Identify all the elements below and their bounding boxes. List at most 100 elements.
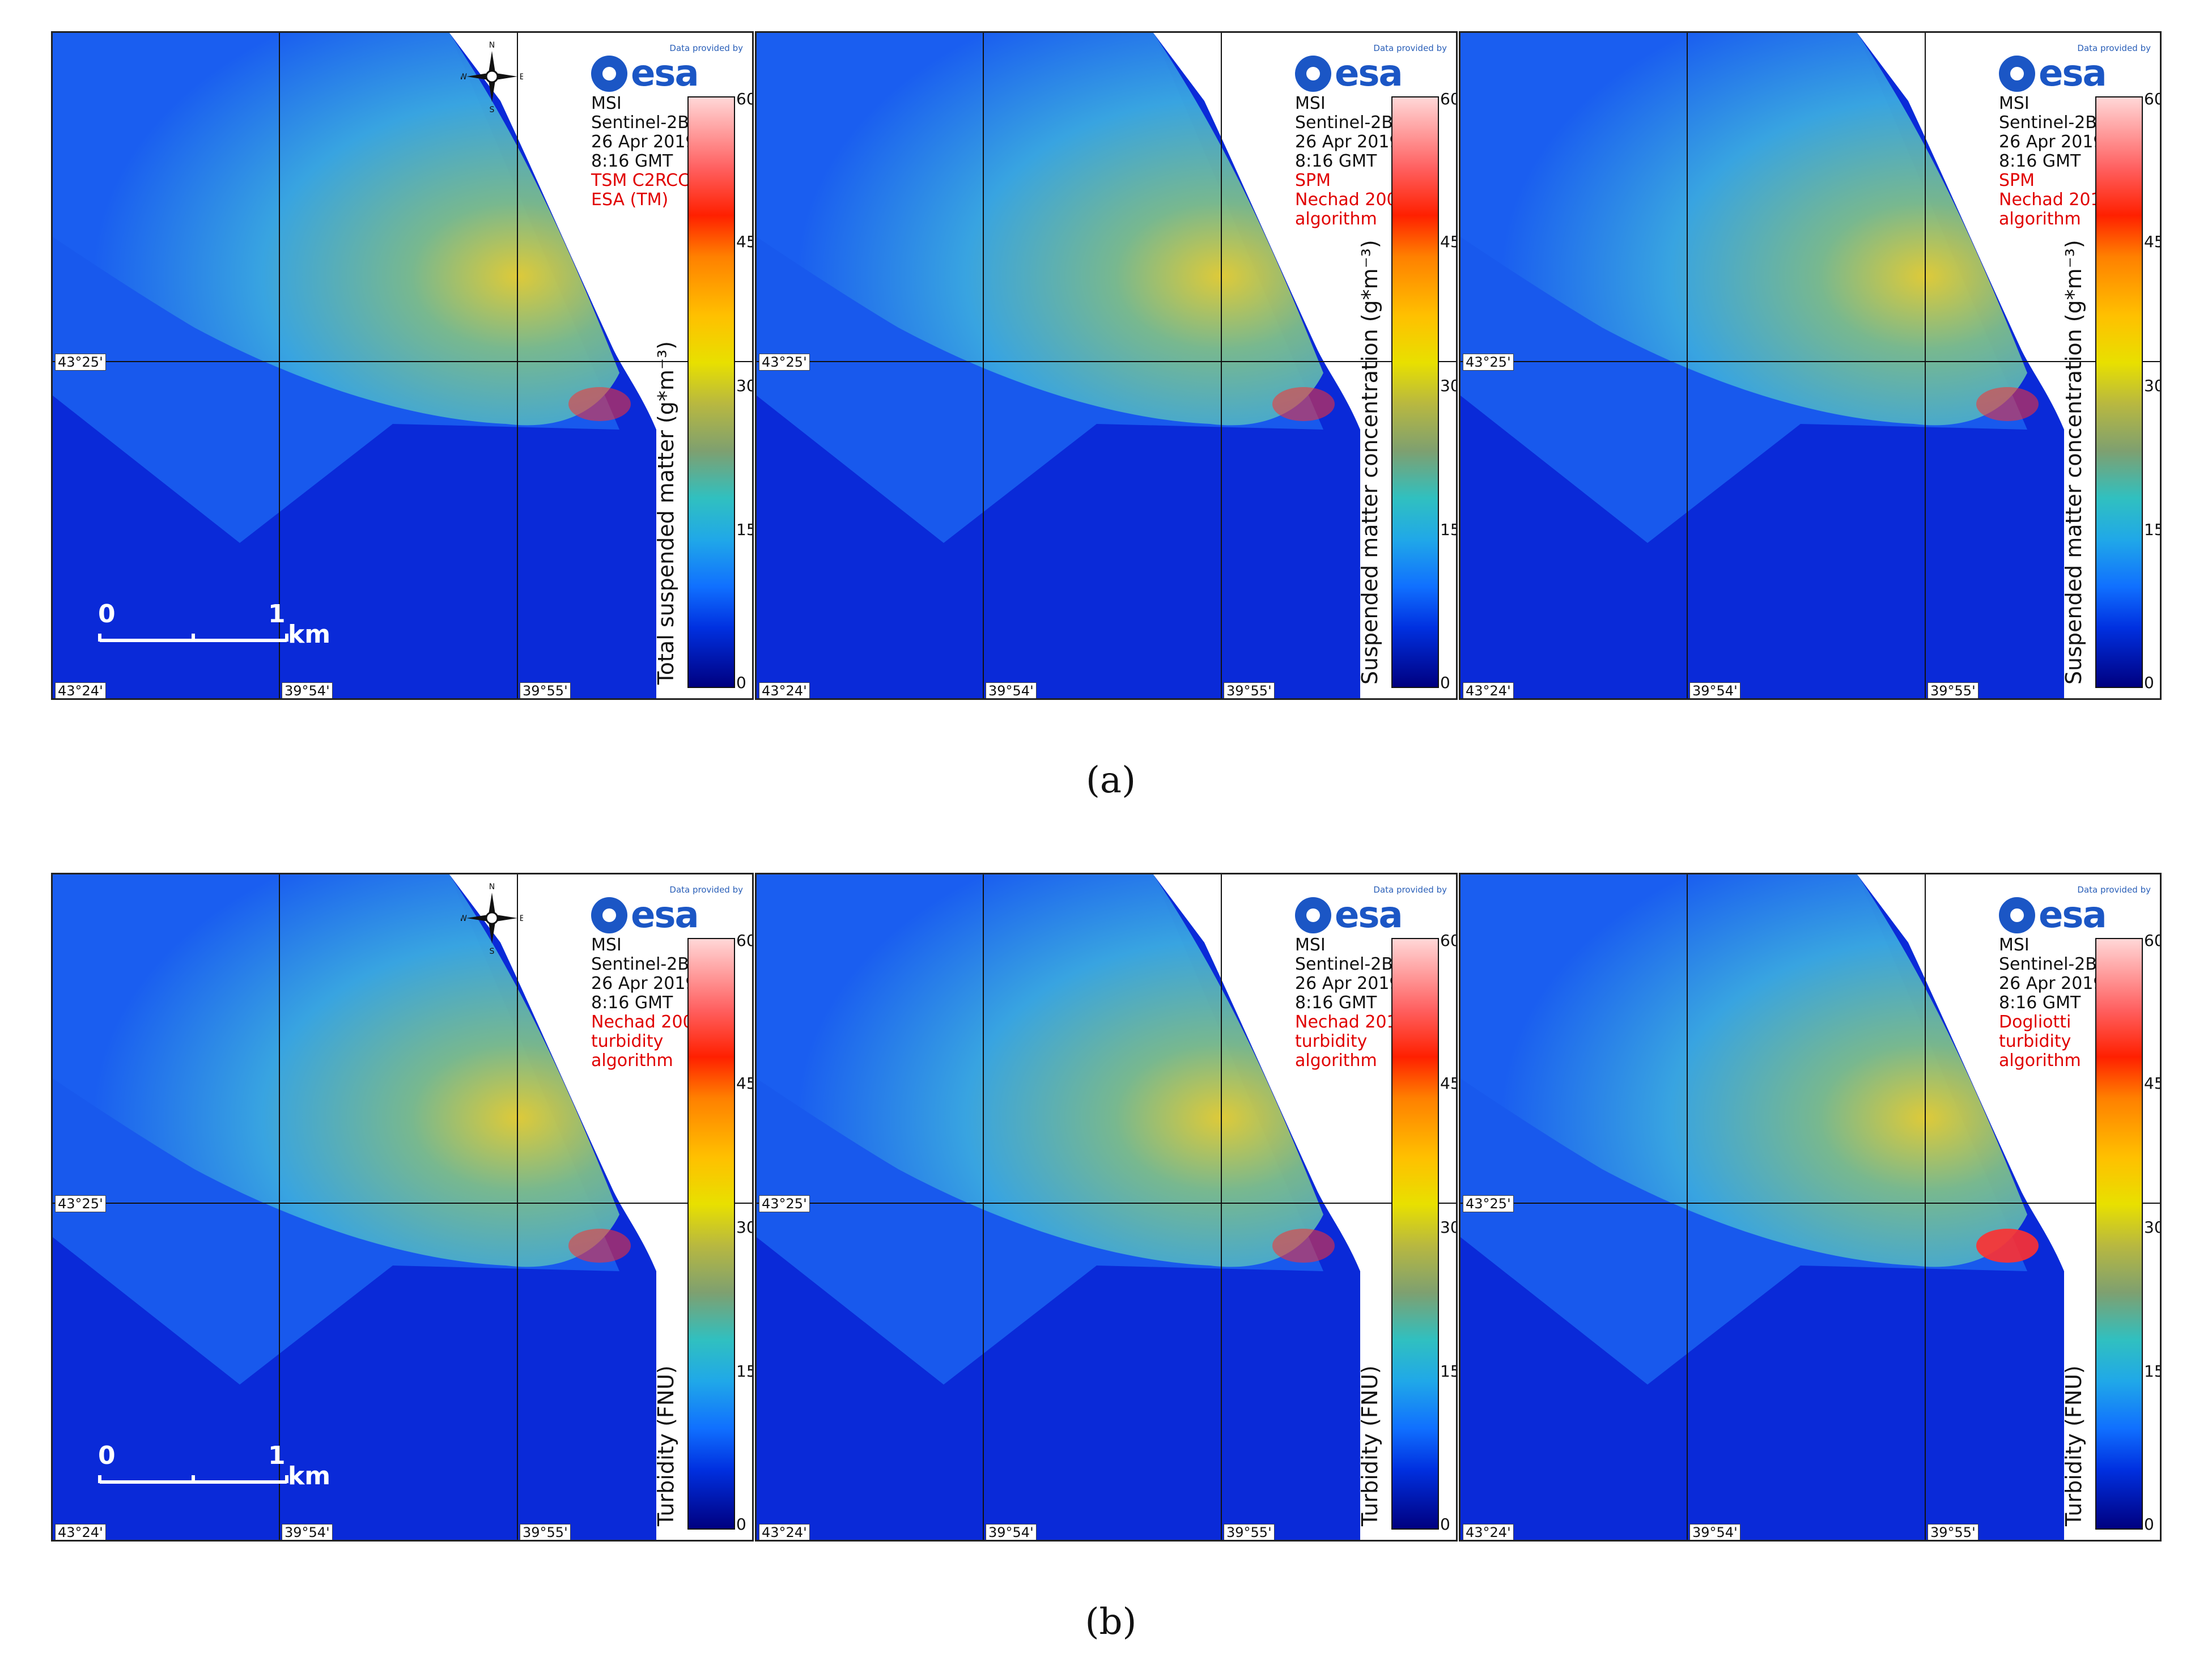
colorbar-tick: 15 xyxy=(2144,520,2160,539)
caption-b: (b) xyxy=(1085,1601,1137,1643)
lat-label-middle: 43°25' xyxy=(1463,354,1514,371)
esa-logo-icon xyxy=(1295,897,1331,933)
colorbar-tick: 30 xyxy=(736,1218,752,1237)
river-mouth xyxy=(1272,387,1335,421)
esa-wordmark: esa xyxy=(1335,53,1403,95)
acquisition-time: 8:16 GMT xyxy=(1295,151,1377,171)
colorbar-tick: 30 xyxy=(1440,1218,1456,1237)
data-provided-by: Data provided by xyxy=(2077,885,2151,895)
scale-bar: 0 1 km xyxy=(92,600,347,662)
product-line-1: Dogliotti xyxy=(1999,1012,2071,1032)
colorbar-title: Total suspended matter (g*m⁻³) xyxy=(653,341,678,685)
compass-letter: S xyxy=(490,947,495,955)
acquisition-date: 26 Apr 2019 xyxy=(591,974,697,993)
lon-label-2: 39°55' xyxy=(1224,1524,1275,1540)
lat-label-bottom: 43°24' xyxy=(1463,682,1514,698)
scale-start: 0 xyxy=(98,600,116,629)
lon-label-1: 39°54' xyxy=(986,682,1037,698)
colorbar-tick: 60 xyxy=(2144,931,2160,950)
acquisition-time: 8:16 GMT xyxy=(591,993,673,1013)
compass-letter: N xyxy=(489,882,495,891)
colorbar xyxy=(1391,96,1439,688)
colorbar-tick: 30 xyxy=(1440,376,1456,395)
colorbar xyxy=(1391,938,1439,1530)
colorbar-title: Suspended matter concentration (g*m⁻³) xyxy=(2061,240,2086,685)
lon-label-1: 39°54' xyxy=(282,682,333,698)
product-line-3: algorithm xyxy=(1999,1051,2081,1071)
data-provided-by: Data provided by xyxy=(1373,885,1447,895)
esa-wordmark: esa xyxy=(1335,894,1403,936)
compass-letter: N xyxy=(489,41,495,50)
land-area xyxy=(1857,874,2160,1540)
lat-label-middle: 43°25' xyxy=(759,354,810,371)
sediment-plume xyxy=(757,874,1323,1267)
satellite-image xyxy=(1460,874,2160,1540)
lon-label-1: 39°54' xyxy=(986,1524,1037,1540)
land-area xyxy=(449,33,752,698)
satellite-name: Sentinel-2B xyxy=(1295,113,1393,133)
scale-bar: 0 1 km xyxy=(92,1441,347,1504)
product-line-1: Nechad 2009 xyxy=(591,1012,704,1032)
esa-logo: esa xyxy=(591,895,750,936)
esa-logo-icon xyxy=(1999,56,2035,92)
map-panel-b1: 43°25' 43°24' 39°54' 39°55' Data provided by… xyxy=(51,873,754,1542)
product-line-2: ESA (TM) xyxy=(591,190,669,210)
map-panel-b3: 43°25' 43°24' 39°54' 39°55' Data provided by… xyxy=(1459,873,2162,1542)
product-line-2: turbidity xyxy=(591,1031,664,1051)
esa-logo-icon xyxy=(591,56,627,92)
colorbar-tick: 45 xyxy=(736,232,752,251)
colorbar-tick: 15 xyxy=(1440,1362,1456,1381)
sediment-plume xyxy=(53,874,619,1267)
esa-logo: esa xyxy=(1295,895,1454,936)
colorbar-title: Turbidity (FNU) xyxy=(2061,1365,2086,1526)
product-line-3: algorithm xyxy=(591,1051,673,1071)
lat-label-bottom: 43°24' xyxy=(55,1524,106,1540)
lon-label-2: 39°55' xyxy=(520,1524,571,1540)
colorbar-tick: 0 xyxy=(1440,673,1450,692)
satellite-image xyxy=(757,874,1456,1540)
colorbar-tick: 45 xyxy=(2144,1074,2160,1093)
colorbar-tick: 15 xyxy=(2144,1362,2160,1381)
esa-logo: esa xyxy=(1999,895,2158,936)
colorbar-title: Turbidity (FNU) xyxy=(653,1365,678,1526)
esa-wordmark: esa xyxy=(631,894,699,936)
map-panel-b2: 43°25' 43°24' 39°54' 39°55' Data provided by… xyxy=(755,873,1458,1542)
satellite-name: Sentinel-2B xyxy=(591,954,689,974)
data-provided-by: Data provided by xyxy=(669,43,743,53)
product-line-3: algorithm xyxy=(1295,1051,1377,1071)
colorbar-tick: 60 xyxy=(1440,931,1456,950)
acquisition-date: 26 Apr 2019 xyxy=(1295,132,1400,152)
product-line-3: algorithm xyxy=(1295,209,1377,229)
esa-wordmark: esa xyxy=(2039,894,2107,936)
compass-rose-icon: N S W E xyxy=(461,41,523,113)
colorbar-tick: 45 xyxy=(1440,1074,1456,1093)
scale-line xyxy=(98,634,288,642)
info-block: Data provided by esa MSI Sentinel-2B 26 Apr … xyxy=(1999,43,2158,229)
map-panel-a1: 43°25' 43°24' 39°54' 39°55' Data provided by… xyxy=(51,31,754,700)
acquisition-date: 26 Apr 2019 xyxy=(1295,974,1400,993)
compass-letter: E xyxy=(520,73,523,82)
colorbar-tick: 15 xyxy=(736,520,752,539)
colorbar-tick: 30 xyxy=(2144,1218,2160,1237)
info-block: Data provided by esa MSI Sentinel-2B 26 Apr … xyxy=(1295,885,1454,1071)
sediment-plume xyxy=(53,33,619,426)
colorbar-tick: 60 xyxy=(1440,90,1456,108)
sediment-plume xyxy=(757,33,1323,426)
caption-a: (a) xyxy=(1085,759,1136,801)
colorbar xyxy=(687,938,735,1530)
land-area xyxy=(1857,33,2160,698)
colorbar-tick: 15 xyxy=(1440,520,1456,539)
lat-label-bottom: 43°24' xyxy=(759,682,810,698)
colorbar-tick: 0 xyxy=(1440,1515,1450,1534)
satellite-image xyxy=(757,33,1456,698)
satellite-image xyxy=(53,874,752,1540)
compass-rose-icon: N S W E xyxy=(461,882,523,955)
satellite-image xyxy=(53,33,752,698)
info-block: Data provided by esa MSI Sentinel-2B 26 Apr … xyxy=(1999,885,2158,1071)
map-panel-a2: 43°25' 43°24' 39°54' 39°55' Data provided by… xyxy=(755,31,1458,700)
river-mouth xyxy=(568,387,631,421)
colorbar-tick: 30 xyxy=(736,376,752,395)
esa-logo: esa xyxy=(591,53,750,94)
esa-logo-icon xyxy=(1999,897,2035,933)
colorbar-tick: 0 xyxy=(736,1515,746,1534)
